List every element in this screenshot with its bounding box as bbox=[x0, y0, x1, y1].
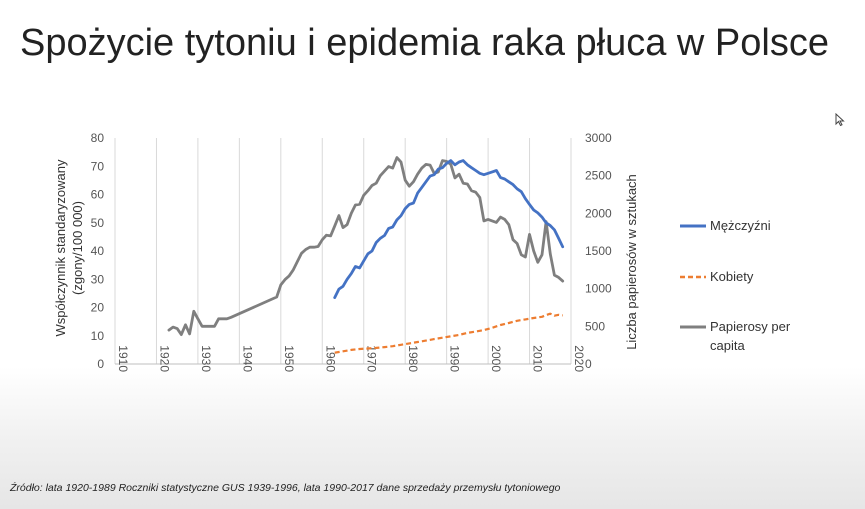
y-left-tick-label: 0 bbox=[97, 357, 104, 371]
y-left-tick-label: 10 bbox=[91, 329, 105, 343]
legend-label-mezczyzni: Mężczyźni bbox=[710, 218, 771, 233]
y-left-tick-label: 70 bbox=[91, 159, 105, 173]
y-left-tick-label: 20 bbox=[91, 301, 105, 315]
x-tick-labels: 1910 1920 1930 1940 1950 1960 1970 1980 1990 2000… bbox=[116, 345, 586, 372]
y-left-tick-label: 40 bbox=[91, 244, 105, 258]
x-tick-label: 1970 bbox=[365, 345, 379, 372]
series-line-0 bbox=[333, 159, 565, 300]
chart-series bbox=[167, 156, 565, 354]
y-left-axis-title: Współczynnik standaryzowany (zgony/100 0… bbox=[53, 159, 85, 337]
x-tick-label: 1950 bbox=[282, 345, 296, 372]
y-right-tick-label: 2500 bbox=[585, 169, 612, 183]
mouse-cursor-icon bbox=[835, 113, 845, 127]
y-left-tick-labels: 0 10 20 30 40 50 60 70 80 bbox=[91, 131, 105, 371]
y-right-tick-label: 1000 bbox=[585, 282, 612, 296]
y-right-tick-label: 1500 bbox=[585, 244, 612, 258]
x-tick-label: 1910 bbox=[116, 345, 130, 372]
y-right-tick-label: 500 bbox=[585, 319, 605, 333]
y-left-tick-label: 80 bbox=[91, 131, 105, 145]
y-right-tick-labels: 0 500 1000 1500 2000 2500 3000 bbox=[585, 131, 612, 371]
chart-legend: Mężczyźni Kobiety Papierosy per capita bbox=[680, 218, 791, 353]
x-tick-label: 2000 bbox=[489, 345, 503, 372]
x-tick-label: 1990 bbox=[448, 345, 462, 372]
source-note: Źródło: lata 1920-1989 Roczniki statysty… bbox=[10, 482, 561, 494]
x-tick-label: 1960 bbox=[323, 345, 337, 372]
x-tick-label: 1940 bbox=[240, 345, 254, 372]
series-line-2 bbox=[167, 156, 565, 337]
y-right-axis-title: Liczba papierosów w sztukach bbox=[624, 174, 639, 350]
page-title: Spożycie tytoniu i epidemia raka płuca w… bbox=[20, 22, 829, 64]
y-left-tick-label: 30 bbox=[91, 272, 105, 286]
y-left-tick-label: 60 bbox=[91, 188, 105, 202]
y-right-tick-label: 2000 bbox=[585, 206, 612, 220]
y-left-tick-label: 50 bbox=[91, 216, 105, 230]
x-tick-label: 2020 bbox=[572, 345, 586, 372]
series-line-1 bbox=[334, 312, 563, 354]
legend-label-papierosy-per-capita: Papierosy per capita bbox=[710, 319, 791, 353]
y-left-axis-title-line-2: (zgony/100 000) bbox=[70, 201, 85, 295]
y-left-axis-title-line-1: Współczynnik standaryzowany bbox=[53, 159, 68, 337]
x-tick-label: 1920 bbox=[157, 345, 171, 372]
y-right-tick-label: 0 bbox=[585, 357, 592, 371]
y-right-tick-label: 3000 bbox=[585, 131, 612, 145]
x-tick-label: 2010 bbox=[531, 345, 545, 372]
x-tick-label: 1930 bbox=[199, 345, 213, 372]
legend-label-kobiety: Kobiety bbox=[710, 269, 754, 284]
x-tick-label: 1980 bbox=[406, 345, 420, 372]
